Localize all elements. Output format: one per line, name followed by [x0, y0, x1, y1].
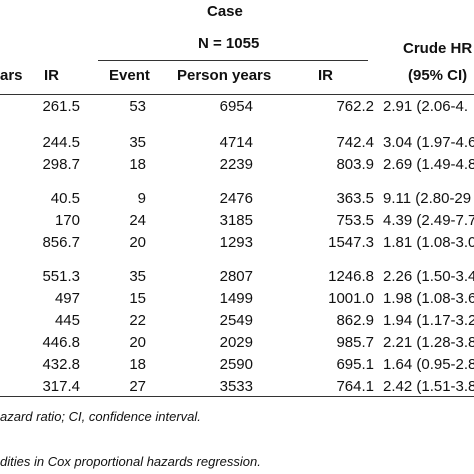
col-header-ir-left: IR: [44, 67, 59, 84]
cell-event: 20: [129, 334, 146, 351]
cell-person-years: 6954: [219, 98, 253, 115]
cell-ir-left: 445: [54, 312, 80, 329]
crude-hr-header: Crude HR: [403, 40, 473, 57]
header-bottom-rule: [0, 94, 474, 95]
cell-person-years: 2476: [219, 190, 253, 207]
cell-ir-right: 1246.8: [328, 268, 374, 285]
col-header-event: Event: [109, 67, 150, 84]
cell-ir-right: 862.9: [336, 312, 374, 329]
cell-ir-right: 742.4: [336, 134, 374, 151]
ci-header: (95% CI): [408, 67, 468, 84]
cell-crude-hr: 1.64 (0.95-2.8: [383, 356, 474, 373]
footnote-abbreviations: azard ratio; CI, confidence interval.: [0, 409, 201, 424]
cell-event: 20: [129, 234, 146, 251]
cell-crude-hr: 9.11 (2.80-29: [383, 190, 472, 207]
cell-event: 9: [137, 190, 146, 207]
table-row: 261.5 53 6954 762.2 2.91 (2.06-4.: [0, 98, 474, 118]
cell-person-years: 4714: [219, 134, 253, 151]
table-row: 244.5 35 4714 742.4 3.04 (1.97-4.6: [0, 134, 474, 154]
table-row: 317.4 27 3533 764.1 2.42 (1.51-3.8: [0, 378, 474, 398]
cell-event: 24: [129, 212, 146, 229]
cell-crude-hr: 3.04 (1.97-4.6: [383, 134, 474, 151]
cell-crude-hr: 2.26 (1.50-3.4: [383, 268, 474, 285]
cell-event: 35: [129, 268, 146, 285]
table-row: 445 22 2549 862.9 1.94 (1.17-3.2: [0, 312, 474, 332]
cell-ir-left: 40.5: [50, 190, 80, 207]
table-row: 40.5 9 2476 363.5 9.11 (2.80-29: [0, 190, 474, 210]
cell-ir-right: 1547.3: [328, 234, 374, 251]
col-header-years-partial: ars: [0, 67, 23, 84]
cell-person-years: 1499: [219, 290, 253, 307]
cell-event: 53: [129, 98, 146, 115]
case-count: N = 1055: [198, 35, 260, 52]
cell-person-years: 2590: [219, 356, 253, 373]
cell-person-years: 2807: [219, 268, 253, 285]
cell-crude-hr: 4.39 (2.49-7.7: [383, 212, 474, 229]
table-bottom-rule: [0, 396, 474, 397]
cell-event: 27: [129, 378, 146, 395]
cell-crude-hr: 2.21 (1.28-3.8: [383, 334, 474, 351]
cell-ir-left: 317.4: [42, 378, 80, 395]
cell-ir-left: 261.5: [42, 98, 80, 115]
cell-ir-left: 432.8: [42, 356, 80, 373]
cell-person-years: 2549: [219, 312, 253, 329]
cell-ir-left: 244.5: [42, 134, 80, 151]
cell-crude-hr: 1.98 (1.08-3.6: [383, 290, 474, 307]
case-group-title: Case: [207, 3, 243, 20]
cell-ir-left: 446.8: [42, 334, 80, 351]
case-group-rule: [98, 60, 368, 61]
cell-event: 15: [129, 290, 146, 307]
cell-crude-hr: 1.94 (1.17-3.2: [383, 312, 474, 329]
cell-ir-left: 551.3: [42, 268, 80, 285]
cell-person-years: 3185: [219, 212, 253, 229]
table-row: 856.7 20 1293 1547.3 1.81 (1.08-3.0: [0, 234, 474, 254]
footnote-regression: dities in Cox proportional hazards regre…: [0, 454, 261, 469]
cell-person-years: 2029: [219, 334, 253, 351]
cell-ir-right: 803.9: [336, 156, 374, 173]
table-row: 170 24 3185 753.5 4.39 (2.49-7.7: [0, 212, 474, 232]
cell-person-years: 1293: [219, 234, 253, 251]
cell-ir-right: 764.1: [336, 378, 374, 395]
table-row: 446.8 20 2029 985.7 2.21 (1.28-3.8: [0, 334, 474, 354]
cell-crude-hr: 2.42 (1.51-3.8: [383, 378, 474, 395]
cell-ir-right: 762.2: [336, 98, 374, 115]
col-header-ir-right: IR: [318, 67, 333, 84]
cell-crude-hr: 2.91 (2.06-4.: [383, 98, 469, 115]
cell-person-years: 3533: [219, 378, 253, 395]
cell-crude-hr: 2.69 (1.49-4.8: [383, 156, 474, 173]
cell-event: 18: [129, 356, 146, 373]
cell-ir-right: 1001.0: [328, 290, 374, 307]
col-header-person-years: Person years: [177, 67, 272, 84]
cell-ir-right: 753.5: [336, 212, 374, 229]
cell-ir-right: 363.5: [336, 190, 374, 207]
table-row: 497 15 1499 1001.0 1.98 (1.08-3.6: [0, 290, 474, 310]
cell-ir-right: 695.1: [336, 356, 374, 373]
cell-ir-left: 170: [54, 212, 80, 229]
cell-ir-left: 298.7: [42, 156, 80, 173]
table-row: 432.8 18 2590 695.1 1.64 (0.95-2.8: [0, 356, 474, 376]
cell-ir-left: 856.7: [42, 234, 80, 251]
cell-event: 35: [129, 134, 146, 151]
cell-event: 18: [129, 156, 146, 173]
cell-ir-left: 497: [54, 290, 80, 307]
cell-crude-hr: 1.81 (1.08-3.0: [383, 234, 474, 251]
cell-ir-right: 985.7: [336, 334, 374, 351]
cell-person-years: 2239: [219, 156, 253, 173]
cell-event: 22: [129, 312, 146, 329]
table-row: 551.3 35 2807 1246.8 2.26 (1.50-3.4: [0, 268, 474, 288]
table-row: 298.7 18 2239 803.9 2.69 (1.49-4.8: [0, 156, 474, 176]
